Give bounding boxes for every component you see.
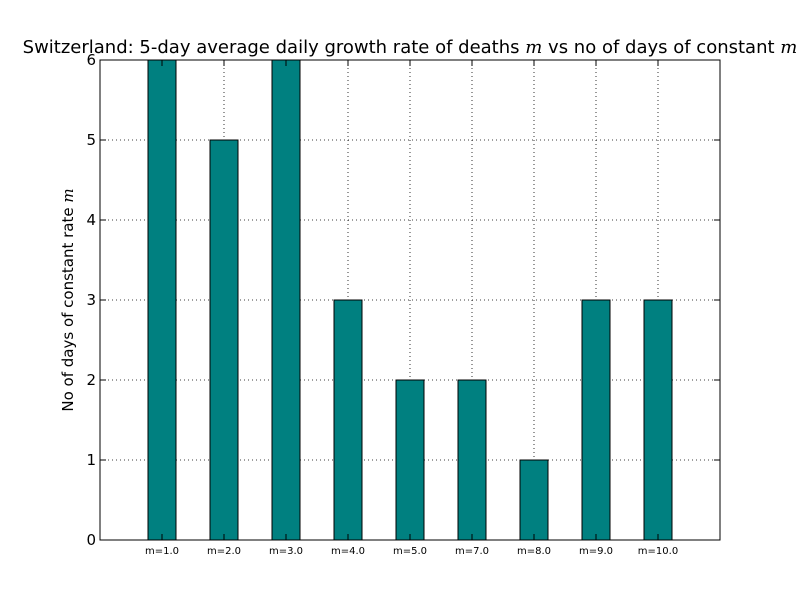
x-tick-label-4: m=5.0 xyxy=(393,546,427,557)
y-tick-label-1: 1 xyxy=(86,451,96,469)
x-tick-label-7: m=9.0 xyxy=(579,546,613,557)
x-tick-label-2: m=3.0 xyxy=(269,546,303,557)
y-tick-label-6: 6 xyxy=(86,51,96,69)
bar-m=5.0 xyxy=(395,379,425,541)
bar-m=2.0 xyxy=(209,139,239,541)
bar-m=1.0 xyxy=(147,59,177,541)
plot-frame xyxy=(99,59,721,541)
bar-m=3.0 xyxy=(271,59,301,541)
y-tick-label-2: 2 xyxy=(86,371,96,389)
bars xyxy=(147,59,673,541)
x-tick-label-8: m=10.0 xyxy=(638,546,678,557)
y-tick-label-5: 5 xyxy=(86,131,96,149)
x-tick-label-0: m=1.0 xyxy=(145,546,179,557)
chart-title: Switzerland: 5-day average daily growth … xyxy=(23,37,798,58)
y-tick-label-3: 3 xyxy=(86,291,96,309)
bar-m=9.0 xyxy=(581,299,611,541)
bar-m=10.0 xyxy=(643,299,673,541)
y-axis-label: No of days of constant rate m xyxy=(59,188,77,411)
bar-m=4.0 xyxy=(333,299,363,541)
x-tick-label-5: m=7.0 xyxy=(455,546,489,557)
x-tick-labels: m=1.0 m=2.0 m=3.0 m=4.0 m=5.0 m=7.0 m=8.0 m=9.0… xyxy=(145,60,678,557)
y-tick-label-4: 4 xyxy=(86,211,96,229)
x-tick-label-1: m=2.0 xyxy=(207,546,241,557)
x-tick-label-6: m=8.0 xyxy=(517,546,551,557)
bar-m=7.0 xyxy=(457,379,487,541)
y-tick-label-0: 0 xyxy=(86,531,96,549)
x-tick-label-3: m=4.0 xyxy=(331,546,365,557)
bar-m=8.0 xyxy=(519,459,549,541)
